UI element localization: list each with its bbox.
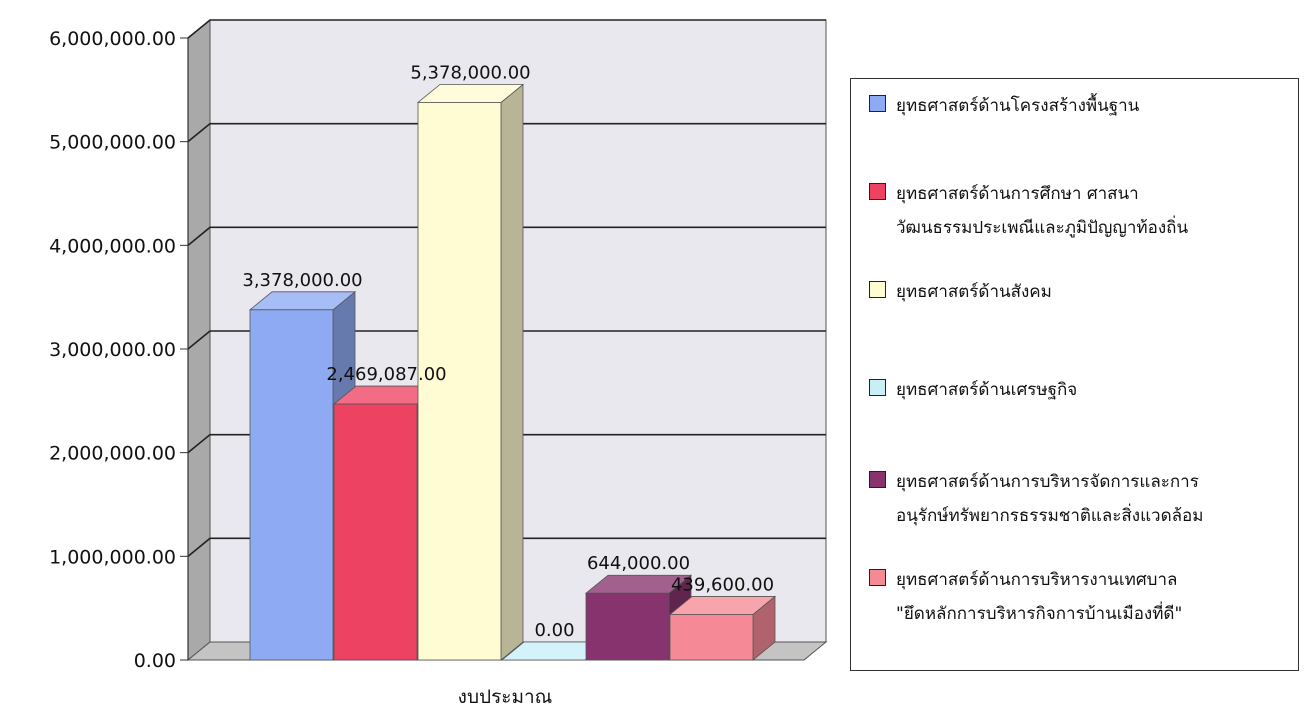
data-label: 5,378,000.00 [410, 62, 530, 83]
legend-item: ยุทธศาสตร์ด้านโครงสร้างพื้นฐาน [869, 89, 1292, 123]
legend-label-line: อนุรักษ์ทรัพยากรธรรมชาติและสิ่งแวดล้อม [896, 506, 1204, 526]
legend-swatch [869, 281, 886, 298]
y-tick-label: 0.00 [134, 650, 176, 672]
gridline [187, 433, 826, 454]
legend-swatch [869, 183, 886, 200]
legend-label-line: "ยึดหลักการบริหารกิจการบ้านเมืองที่ดี" [896, 604, 1183, 624]
legend-label: ยุทธศาสตร์ด้านเศรษฐกิจ [896, 373, 1077, 407]
gridline [187, 330, 826, 350]
y-tick-label: 1,000,000.00 [49, 546, 176, 568]
legend-label: ยุทธศาสตร์ด้านการบริหารงานเทศบาล "ยึดหลัก… [896, 563, 1182, 631]
legend-label-line: วัฒนธรรมประเพณีและภูมิปัญญาท้องถิ่น [896, 218, 1189, 238]
legend-label-line: ยุทธศาสตร์ด้านการศึกษา ศาสนา [896, 184, 1139, 204]
legend-item: ยุทธศาสตร์ด้านการบริหารจัดการและการอนุรั… [869, 465, 1292, 533]
data-label: 439,600.00 [671, 574, 774, 595]
legend-label-line: ยุทธศาสตร์ด้านเศรษฐกิจ [896, 380, 1078, 400]
legend-swatch [869, 379, 886, 396]
legend-label: ยุทธศาสตร์ด้านสังคม [896, 275, 1052, 309]
legend-label-line: ยุทธศาสตร์ด้านสังคม [896, 282, 1052, 302]
data-label: 644,000.00 [587, 553, 690, 574]
legend-item: ยุทธศาสตร์ด้านการบริหารงานเทศบาล "ยึดหลัก… [869, 563, 1292, 631]
legend-item: ยุทธศาสตร์ด้านสังคม [869, 275, 1292, 309]
legend-swatch [869, 569, 886, 586]
bar [669, 614, 754, 661]
legend-item: ยุทธศาสตร์ด้านเศรษฐกิจ [869, 373, 1292, 407]
bar [249, 309, 334, 661]
legend-swatch [869, 471, 886, 488]
data-label: 2,469,087.00 [326, 364, 446, 385]
bar-side [500, 83, 524, 661]
legend-swatch [869, 95, 886, 112]
y-tick-label: 5,000,000.00 [49, 132, 176, 154]
y-tick-label: 3,000,000.00 [49, 339, 176, 361]
gridline [187, 122, 826, 143]
gridline [187, 226, 826, 246]
gridline [187, 537, 826, 557]
legend-label: ยุทธศาสตร์ด้านการบริหารจัดการและการอนุรั… [896, 465, 1203, 533]
y-tick-label: 2,000,000.00 [49, 443, 176, 465]
legend-label-line: ยุทธศาสตร์ด้านการบริหารงานเทศบาล [896, 570, 1178, 590]
bar [417, 102, 502, 661]
legend-label-line: ยุทธศาสตร์ด้านโครงสร้างพื้นฐาน [896, 96, 1140, 116]
data-label: 3,378,000.00 [242, 270, 362, 291]
legend-label: ยุทธศาสตร์ด้านโครงสร้างพื้นฐาน [896, 89, 1139, 123]
bar [333, 403, 418, 661]
chart-legend: ยุทธศาสตร์ด้านโครงสร้างพื้นฐานยุทธศาสตร์… [850, 78, 1299, 671]
bar [585, 592, 670, 661]
legend-label-line: ยุทธศาสตร์ด้านการบริหารจัดการและการ [896, 472, 1199, 492]
data-label: 0.00 [534, 620, 574, 641]
gridline [187, 19, 826, 39]
y-tick-label: 4,000,000.00 [49, 235, 176, 257]
x-axis-category-label: งบประมาณ [458, 686, 553, 708]
legend-label: ยุทธศาสตร์ด้านการศึกษา ศาสนาวัฒนธรรมประเ… [896, 177, 1188, 245]
legend-item: ยุทธศาสตร์ด้านการศึกษา ศาสนาวัฒนธรรมประเ… [869, 177, 1292, 245]
y-tick-label: 6,000,000.00 [49, 28, 176, 50]
